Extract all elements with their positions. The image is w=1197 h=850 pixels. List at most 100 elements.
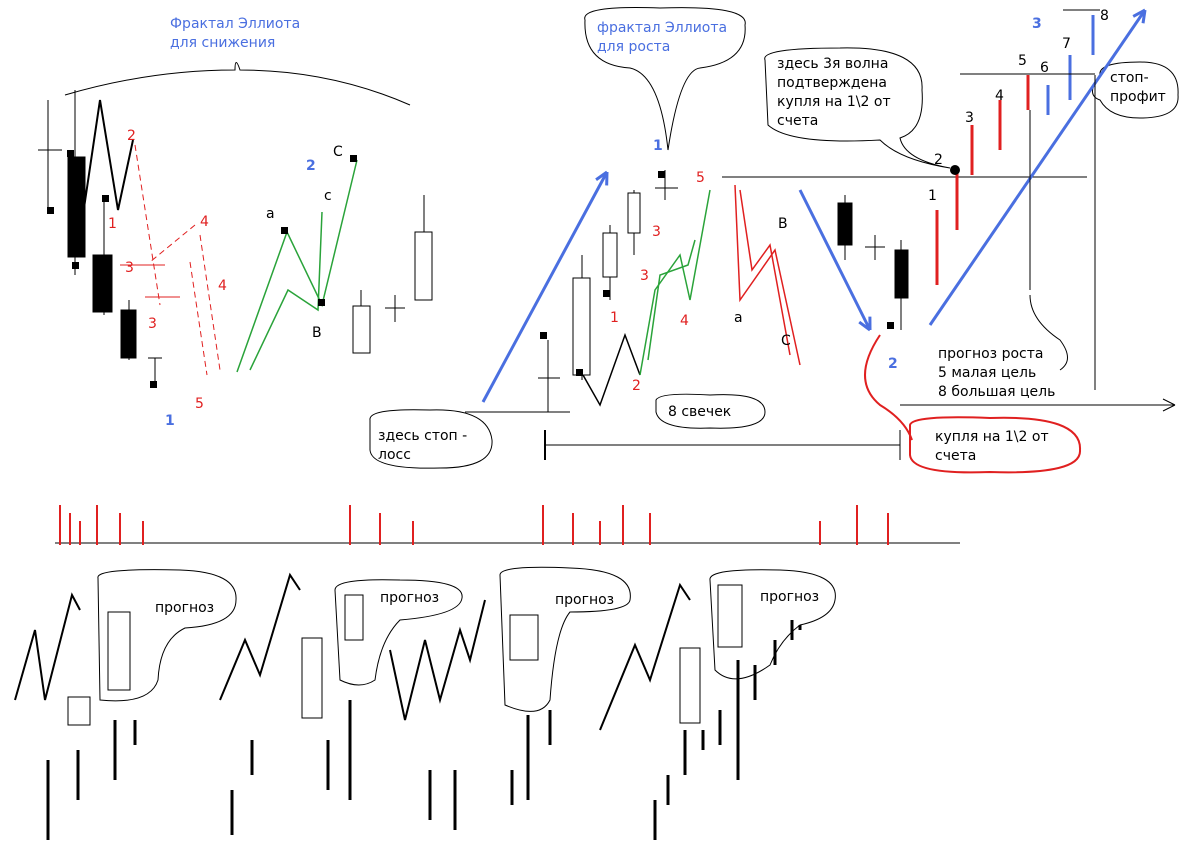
zigzag bbox=[79, 99, 134, 236]
candle bbox=[717, 584, 743, 648]
note: здесь стоп - bbox=[378, 428, 467, 444]
speech-bubble bbox=[909, 416, 1082, 474]
note: прогноз bbox=[155, 600, 214, 616]
dot bbox=[72, 262, 79, 269]
candle bbox=[572, 277, 591, 376]
speech-bubble bbox=[97, 569, 237, 702]
zigzag bbox=[389, 599, 486, 721]
dot bbox=[67, 150, 74, 157]
wave-label: 2 bbox=[306, 158, 316, 174]
wave-label: a bbox=[266, 206, 275, 222]
arrow-head bbox=[1162, 398, 1176, 412]
candle bbox=[67, 696, 91, 726]
speech-bubble bbox=[584, 7, 746, 151]
wave-label: 1 bbox=[108, 216, 117, 232]
dot bbox=[887, 322, 894, 329]
dot bbox=[576, 369, 583, 376]
candle bbox=[837, 202, 853, 246]
zigzag bbox=[647, 239, 696, 361]
zigzag bbox=[739, 189, 791, 356]
wave-label: 2 bbox=[888, 356, 898, 372]
candle bbox=[602, 232, 618, 278]
candle bbox=[344, 594, 364, 641]
wave-label: 2 bbox=[934, 152, 943, 168]
dot bbox=[603, 290, 610, 297]
wave-label: 4 bbox=[680, 313, 689, 329]
zigzag bbox=[219, 572, 301, 701]
brace bbox=[64, 62, 411, 106]
candle bbox=[120, 309, 137, 359]
wave-label: C bbox=[781, 333, 791, 349]
note: 8 свечек bbox=[668, 404, 731, 420]
note: счета bbox=[935, 448, 976, 464]
dot bbox=[318, 299, 325, 306]
wave-label: 1 bbox=[928, 188, 937, 204]
candle bbox=[301, 637, 323, 719]
wave-label: 4 bbox=[995, 88, 1004, 104]
candle bbox=[894, 249, 909, 299]
dot bbox=[47, 207, 54, 214]
wave-label: 4 bbox=[200, 214, 209, 230]
speech-bubble bbox=[334, 579, 463, 686]
wave-label: 3 bbox=[148, 316, 157, 332]
note: профит bbox=[1110, 89, 1166, 105]
note: лосс bbox=[378, 447, 411, 463]
candle bbox=[92, 254, 113, 313]
zigzag bbox=[14, 592, 81, 701]
zigzag bbox=[236, 159, 358, 373]
black-curve bbox=[1029, 294, 1068, 371]
note: стоп- bbox=[1110, 70, 1149, 86]
wave-label: a bbox=[734, 310, 743, 326]
dot bbox=[150, 381, 157, 388]
note: для роста bbox=[597, 39, 670, 55]
wave-label: B bbox=[778, 216, 788, 232]
zigzag bbox=[639, 189, 711, 376]
speech-bubble bbox=[499, 566, 631, 712]
wave-label: 3 bbox=[1032, 16, 1042, 32]
zigzag bbox=[734, 184, 801, 366]
wave-label: 1 bbox=[653, 138, 663, 154]
wave-label: 4 bbox=[218, 278, 227, 294]
red-curve bbox=[864, 334, 913, 441]
candle bbox=[67, 156, 86, 258]
zigzag bbox=[582, 332, 641, 407]
wave-label: 5 bbox=[195, 396, 204, 412]
note: для снижения bbox=[170, 35, 275, 51]
note: прогноз bbox=[760, 589, 819, 605]
note: Фрактал Эллиота bbox=[170, 16, 300, 32]
wave-label: 5 bbox=[1018, 53, 1027, 69]
arrow-head bbox=[858, 316, 872, 332]
zigzag bbox=[599, 582, 691, 731]
speech-bubble bbox=[764, 47, 951, 169]
wave-label: 6 bbox=[1040, 60, 1049, 76]
stroke bbox=[928, 9, 1147, 326]
wave-label: 3 bbox=[125, 260, 134, 276]
wave-label: C bbox=[333, 144, 343, 160]
dot bbox=[540, 332, 547, 339]
note: прогноз bbox=[380, 590, 439, 606]
candle bbox=[107, 611, 131, 691]
note: 5 малая цель bbox=[938, 365, 1036, 381]
stroke bbox=[189, 261, 208, 376]
wave-label: 7 bbox=[1062, 36, 1071, 52]
wave-label: 1 bbox=[610, 310, 619, 326]
arrow-head bbox=[1132, 8, 1147, 24]
dot bbox=[950, 165, 960, 175]
candle bbox=[509, 614, 539, 661]
note: прогноз роста bbox=[938, 346, 1043, 362]
candle bbox=[414, 231, 433, 301]
wave-label: 5 bbox=[696, 170, 705, 186]
stroke bbox=[199, 234, 221, 371]
wave-label: 3 bbox=[652, 224, 661, 240]
wave-label: c bbox=[324, 188, 332, 204]
candle bbox=[352, 305, 371, 354]
note: фрактал Эллиота bbox=[597, 20, 727, 36]
wave-label: 2 bbox=[632, 378, 641, 394]
stroke bbox=[149, 224, 196, 263]
note: 8 большая цель bbox=[938, 384, 1055, 400]
note: прогноз bbox=[555, 592, 614, 608]
candle bbox=[627, 192, 641, 234]
stroke bbox=[134, 144, 161, 306]
zigzag bbox=[249, 211, 323, 371]
